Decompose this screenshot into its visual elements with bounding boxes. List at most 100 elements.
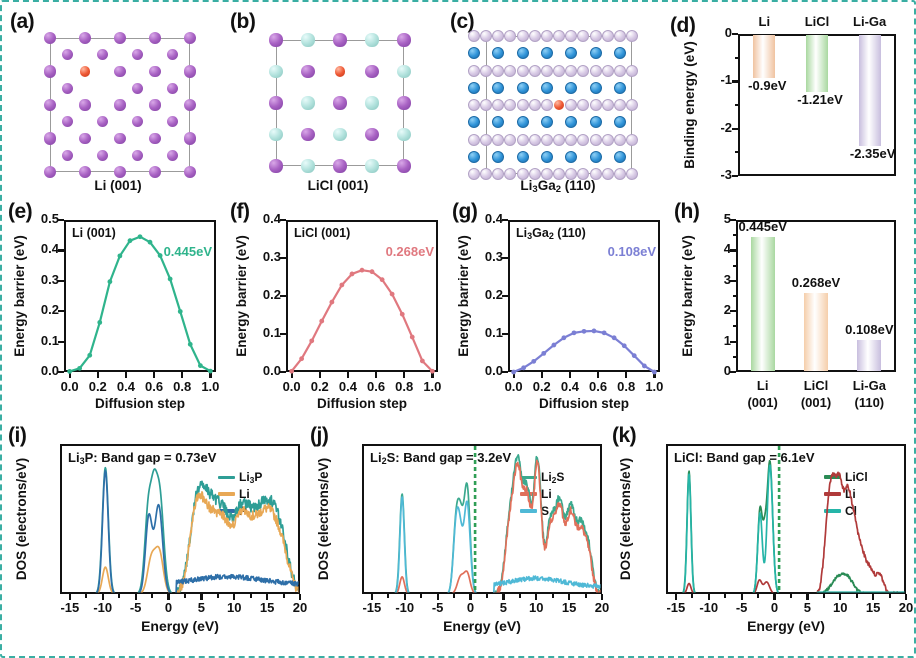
atom-cl: [397, 127, 411, 142]
atom-ga: [492, 116, 505, 129]
f-xtick: [403, 372, 406, 378]
f-xtick-label: 0.8: [395, 379, 414, 394]
atom-li: [577, 133, 590, 146]
j-title-pre: Li: [370, 450, 382, 465]
atom-li: [528, 30, 541, 42]
g-title-pre: Li: [516, 226, 528, 240]
i-plot-area: [60, 444, 300, 594]
atom-ga: [613, 116, 626, 129]
atom-li: [365, 64, 379, 79]
panel-c-li3ga2-110: (c) Li3Ga2 (110): [448, 8, 668, 195]
i-xtick-label: 0: [164, 600, 173, 615]
atom-li: [333, 33, 347, 47]
panel-h-barrier-summary: (h) Energy barrier (eV) 0 1 2 3 4 5 0.445eV Li (0…: [672, 198, 916, 420]
i-title-post: P: Band gap = 0.73eV: [84, 450, 217, 465]
atom-li-edge: [113, 165, 127, 179]
i-legend-label: Li3P: [239, 470, 262, 485]
e-xtick-label: 0.6: [145, 379, 164, 394]
e-xtick: [68, 372, 71, 378]
atom-li-edge: [113, 31, 127, 45]
panel-a-li001: (a) Li (001): [8, 8, 228, 194]
atom-li-interior: [61, 49, 74, 61]
j-legend-item: Li2S: [520, 470, 564, 485]
atom-li: [504, 133, 517, 146]
atom-li: [601, 133, 614, 146]
k-xminor-tick: [855, 594, 858, 598]
j-xtick-label: -5: [431, 600, 444, 615]
atom-li: [397, 159, 411, 173]
e-ytick-label: 0.2: [40, 302, 59, 318]
panel-k-dos-licl: (k) DOS (electrons/eV) Energy (eV) -15 -10 -…: [610, 422, 916, 658]
j-xtick-label: -10: [395, 600, 415, 615]
atom-ga: [589, 47, 602, 60]
barrier-summary-minor-tick: [732, 295, 736, 297]
binding-energy-y-axis-title: Binding energy (eV): [682, 41, 697, 169]
atom-ga: [589, 81, 602, 94]
g-ytick: [502, 219, 508, 222]
f-xtick: [375, 372, 378, 378]
i-legend-swatch: [218, 509, 235, 513]
atom-li-interior2: [114, 99, 126, 111]
caption-c-sub2: 2: [555, 184, 562, 195]
panel-g-li3ga2-barrier: (g) Energy barrier (eV) Diffusion step 0.0…: [450, 198, 672, 420]
g-xtick-label: 0.4: [560, 379, 579, 394]
k-xtick-label: 20: [898, 600, 914, 615]
atom-li: [269, 33, 283, 47]
g-y-axis-title: Energy barrier (eV): [456, 235, 471, 357]
e-ytick-label: 0.1: [40, 332, 59, 348]
atom-li-migrating: [79, 66, 91, 77]
atom-li-migrating: [553, 99, 565, 111]
atom-li-extra: [589, 133, 602, 146]
atom-li: [528, 168, 541, 180]
e-xtick-label: 0.8: [173, 379, 192, 394]
k-y-axis-title: DOS (electrons/eV): [618, 457, 633, 581]
i-xtick: [233, 594, 236, 600]
j-xtick: [502, 594, 505, 600]
f-ytick-label: 0.3: [262, 249, 281, 264]
j-y-axis-title: DOS (electrons/eV): [316, 457, 331, 581]
barrier-summary-category-line2: (110): [854, 395, 885, 410]
panel-c-caption: Li3Ga2 (110): [448, 178, 668, 195]
barrier-summary-ytick-label: 3: [723, 271, 731, 287]
atom-li: [528, 133, 541, 146]
i-xminor-tick: [85, 594, 88, 598]
k-plot-area: [666, 444, 906, 594]
g-xtick: [512, 372, 515, 378]
atom-ga: [516, 116, 529, 129]
g-xtick: [625, 372, 628, 378]
atom-ga: [467, 81, 480, 94]
atom-li-extra: [613, 30, 626, 42]
k-legend-label: Cl: [845, 504, 857, 518]
e-xtick-label: 1.0: [201, 379, 220, 394]
e-xtick: [124, 372, 128, 378]
k-xminor-tick: [822, 594, 825, 598]
atom-li-edge: [148, 165, 162, 179]
atom-li-interior: [166, 82, 179, 94]
e-ytick-label: 0.5: [40, 211, 59, 226]
i-xtick-label: 10: [227, 600, 242, 615]
panel-h-label: (h): [674, 200, 700, 223]
j-xtick: [403, 594, 406, 600]
i-legend-label: P: [239, 504, 248, 518]
atom-li-extra: [540, 99, 553, 111]
binding-energy-ytick-label: -1: [720, 72, 732, 88]
binding-energy-value-label: -1.21eV: [797, 92, 843, 108]
g-xtick-label: 1.0: [645, 379, 664, 394]
atom-li: [480, 133, 492, 146]
atom-li: [480, 64, 492, 77]
barrier-summary-ytick-label: 4: [723, 241, 731, 257]
legend-pre: Li: [239, 470, 250, 484]
atom-li: [553, 30, 565, 42]
j-title-sub: 2: [381, 456, 387, 466]
atom-li: [397, 96, 411, 110]
atom-li: [301, 64, 315, 79]
barrier-summary-category-line2: (001): [800, 395, 832, 410]
j-legend-item: Li: [520, 487, 552, 501]
j-xtick-label: 15: [561, 600, 577, 615]
atom-li-extra: [492, 168, 505, 180]
panel-j-label: (j): [310, 424, 329, 447]
e-ytick: [58, 249, 64, 252]
atom-ga: [492, 47, 505, 60]
panel-b-caption: LiCl (001): [307, 178, 369, 193]
e-xtick: [153, 372, 156, 378]
